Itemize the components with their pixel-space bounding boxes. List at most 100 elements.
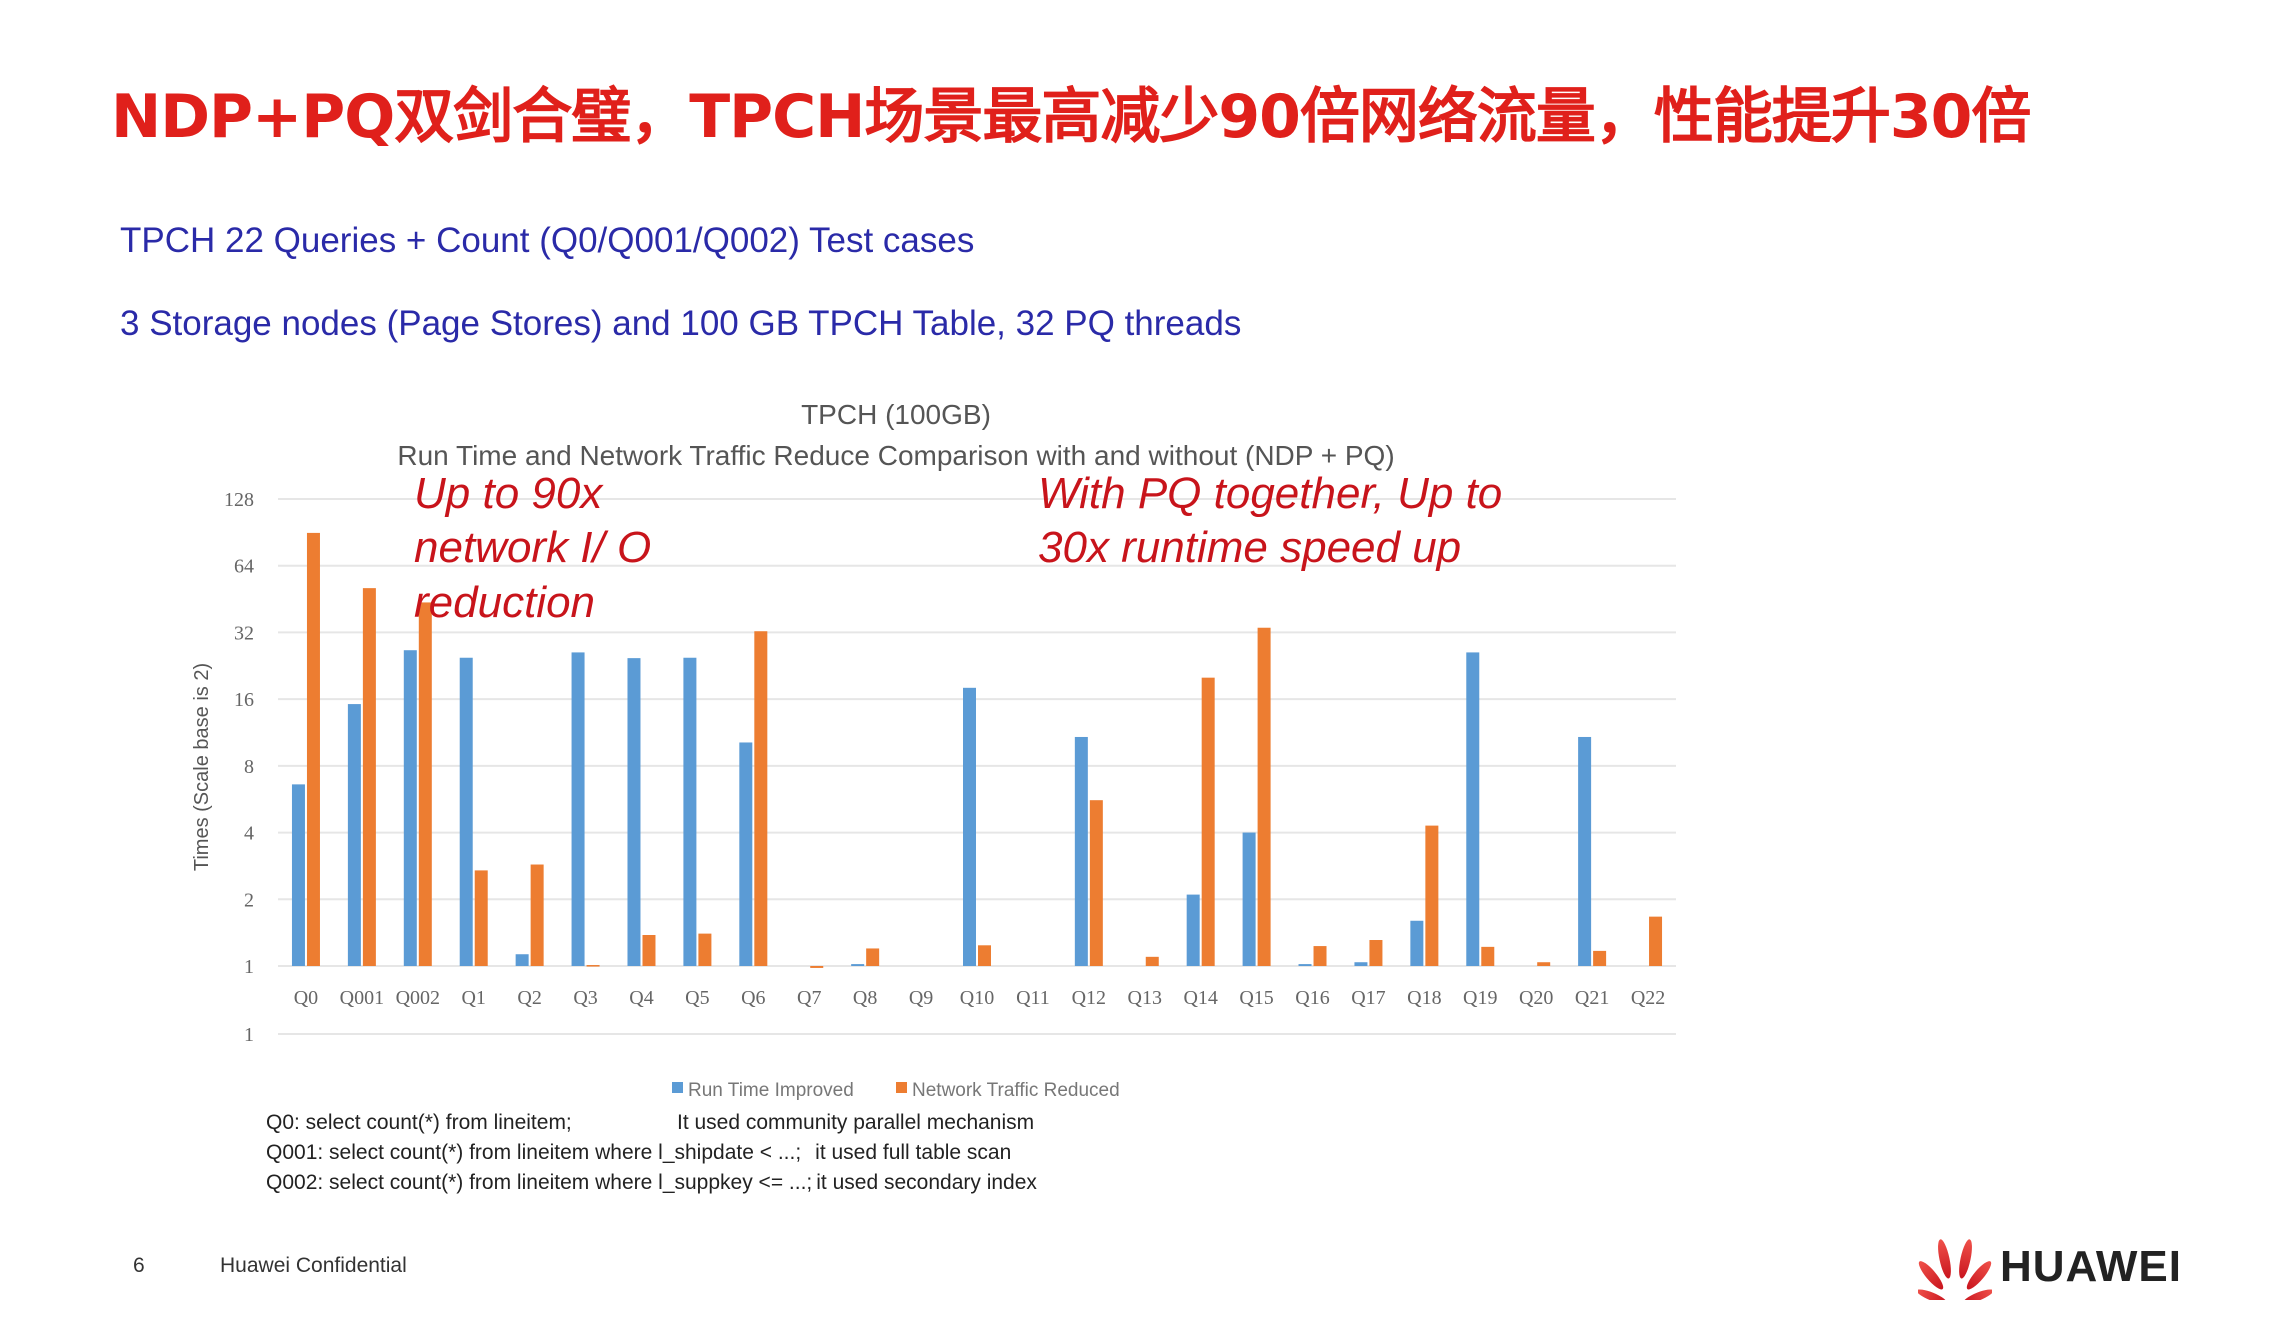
annotation-network-io: Up to 90x network I/ O reduction xyxy=(414,469,651,627)
x-tick-label: Q2 xyxy=(517,987,541,1009)
slide-title: NDP+PQ双剑合璧，TPCH场景最高减少90倍网络流量，性能提升30倍 xyxy=(111,82,2031,152)
y-tick-label: 8 xyxy=(244,756,254,778)
bar-run-time-improved xyxy=(459,657,473,966)
bar-run-time-improved xyxy=(1242,832,1256,966)
footnote-note: it used secondary index xyxy=(816,1171,1037,1194)
annotation-line: network I/ O xyxy=(414,523,651,572)
bar-run-time-improved xyxy=(347,704,361,966)
bar-network-traffic-reduced xyxy=(698,933,712,966)
bar-network-traffic-reduced xyxy=(418,602,432,966)
y-tick-label: 128 xyxy=(224,489,254,511)
bar-network-traffic-reduced xyxy=(1145,956,1159,966)
legend-swatch-network xyxy=(896,1082,907,1093)
bar-run-time-improved xyxy=(739,742,753,966)
bar-network-traffic-reduced xyxy=(1201,677,1215,966)
bar-run-time-improved xyxy=(571,652,585,966)
bar-run-time-improved xyxy=(1354,962,1368,966)
bar-network-traffic-reduced xyxy=(1425,825,1439,966)
huawei-petals-icon xyxy=(1916,1239,1994,1304)
x-tick-label: Q17 xyxy=(1351,987,1385,1009)
bar-network-traffic-reduced xyxy=(1649,916,1663,966)
x-tick-label: Q13 xyxy=(1128,987,1162,1009)
x-tick-label: Q15 xyxy=(1239,987,1273,1009)
x-tick-label: Q002 xyxy=(396,987,440,1009)
bar-network-traffic-reduced xyxy=(1257,627,1271,966)
x-tick-label: Q1 xyxy=(461,987,485,1009)
x-tick-label: Q0 xyxy=(294,987,318,1009)
footnote-note: It used community parallel mechanism xyxy=(677,1111,1035,1134)
bar-network-traffic-reduced xyxy=(1089,800,1103,966)
subtitle-line-1: TPCH 22 Queries + Count (Q0/Q001/Q002) T… xyxy=(120,221,975,260)
x-tick-label: Q11 xyxy=(1016,987,1050,1009)
bar-run-time-improved xyxy=(963,687,976,966)
bar-network-traffic-reduced xyxy=(1369,940,1383,966)
annotation-line: Up to 90x xyxy=(414,469,604,518)
bar-run-time-improved xyxy=(291,784,305,966)
x-tick-label: Q7 xyxy=(797,987,821,1009)
logo-text: HUAWEI xyxy=(2000,1242,2182,1291)
x-tick-label: Q6 xyxy=(741,987,765,1009)
bar-network-traffic-reduced xyxy=(978,945,991,966)
x-tick-label: Q22 xyxy=(1631,987,1665,1009)
bar-run-time-improved xyxy=(627,658,641,966)
annotation-line: reduction xyxy=(414,578,595,627)
bar-run-time-improved xyxy=(1578,736,1592,966)
x-tick-label: Q18 xyxy=(1407,987,1441,1009)
bar-run-time-improved xyxy=(403,650,417,966)
bar-network-traffic-reduced xyxy=(810,966,824,968)
x-tick-label: Q001 xyxy=(340,987,384,1009)
footnote-query: Q001: select count(*) from lineitem wher… xyxy=(266,1141,802,1164)
bar-network-traffic-reduced xyxy=(1537,962,1551,966)
annotation-line: 30x runtime speed up xyxy=(1038,523,1461,572)
x-tick-label: Q19 xyxy=(1463,987,1497,1009)
bar-run-time-improved xyxy=(1074,736,1088,966)
legend-swatch-run-time xyxy=(672,1082,683,1093)
chart-subtitle: Run Time and Network Traffic Reduce Comp… xyxy=(397,440,1394,471)
legend-label-network: Network Traffic Reduced xyxy=(912,1080,1120,1101)
x-tick-label: Q4 xyxy=(629,987,653,1009)
x-tick-label: Q5 xyxy=(685,987,709,1009)
bar-run-time-improved xyxy=(1466,652,1480,966)
annotation-line: With PQ together, Up to xyxy=(1038,469,1502,518)
x-tick-label: Q14 xyxy=(1183,987,1217,1009)
legend: Run Time Improved Network Traffic Reduce… xyxy=(672,1080,1120,1101)
bar-run-time-improved xyxy=(1298,964,1312,966)
x-tick-label: Q16 xyxy=(1295,987,1329,1009)
bar-network-traffic-reduced xyxy=(1481,946,1495,966)
footnote-q001: Q001: select count(*) from lineitem wher… xyxy=(266,1141,1011,1165)
bar-run-time-improved xyxy=(1410,920,1424,966)
bar-run-time-improved xyxy=(515,954,529,966)
y-tick-label: 1 xyxy=(244,956,254,978)
footnote-query: Q0: select count(*) from lineitem; xyxy=(266,1111,572,1134)
footnote-q002: Q002: select count(*) from lineitem wher… xyxy=(266,1171,1037,1195)
page-number: 6 xyxy=(133,1254,145,1277)
bar-network-traffic-reduced xyxy=(754,631,768,966)
bar-network-traffic-reduced xyxy=(530,864,544,966)
x-tick-label: Q20 xyxy=(1519,987,1553,1009)
bar-run-time-improved xyxy=(1186,894,1200,966)
x-tick-label: Q10 xyxy=(960,987,994,1009)
bar-run-time-improved xyxy=(851,964,865,966)
bar-network-traffic-reduced xyxy=(306,532,320,966)
bar-network-traffic-reduced xyxy=(362,588,376,966)
bar-network-traffic-reduced xyxy=(1313,946,1327,966)
x-tick-label: Q12 xyxy=(1072,987,1106,1009)
annotation-runtime-speedup: With PQ together, Up to 30x runtime spee… xyxy=(1038,469,1502,572)
huawei-logo: HUAWEI xyxy=(1916,1236,2181,1304)
bar-network-traffic-reduced xyxy=(642,935,656,966)
y-tick-label: 4 xyxy=(244,823,254,845)
bar-network-traffic-reduced xyxy=(474,870,488,966)
y-tick-label: 64 xyxy=(234,556,254,578)
confidential-label: Huawei Confidential xyxy=(220,1254,407,1277)
y-tick-label: 2 xyxy=(244,889,254,911)
legend-label-run-time: Run Time Improved xyxy=(688,1080,854,1101)
x-tick-label: Q9 xyxy=(909,987,933,1009)
y-axis-label: Times (Scale base is 2) xyxy=(191,663,213,871)
bar-network-traffic-reduced xyxy=(1593,950,1607,966)
footnote-q0: Q0: select count(*) from lineitem; It use… xyxy=(266,1111,1034,1135)
bar-network-traffic-reduced xyxy=(866,948,880,966)
subtitle-line-2: 3 Storage nodes (Page Stores) and 100 GB… xyxy=(120,304,1242,343)
bar-network-traffic-reduced xyxy=(586,965,600,967)
footnote-query: Q002: select count(*) from lineitem wher… xyxy=(266,1171,813,1194)
